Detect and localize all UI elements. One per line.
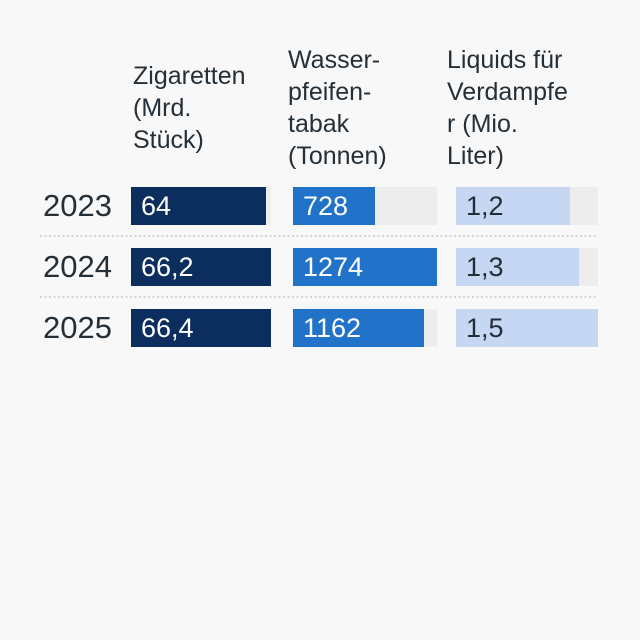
bar-value-label: 66,4 xyxy=(141,313,194,343)
column-header-liquids: Liquids für Verdampfe r (Mio. Liter) xyxy=(447,44,568,172)
bar-fill-zigaretten: 66,4 xyxy=(131,309,271,347)
year-label: 2025 xyxy=(43,310,112,345)
bar-value-label: 1162 xyxy=(303,313,362,343)
bar-fill-zigaretten: 66,2 xyxy=(131,248,271,286)
bar-value-label: 1274 xyxy=(303,252,364,282)
column-header-line: Liter) xyxy=(447,142,504,170)
bar-track-zigaretten: 66,2 xyxy=(131,248,271,286)
bar-track-wasserpfeifentabak: 728 xyxy=(293,187,437,225)
column-header-line: Zigaretten xyxy=(133,62,246,90)
column-header-line: tabak xyxy=(288,110,350,138)
row-separator xyxy=(40,235,598,237)
bar-track-liquids: 1,5 xyxy=(456,309,598,347)
bar-value-label: 64 xyxy=(141,191,172,221)
column-header-line: (Tonnen) xyxy=(288,142,387,170)
row-separator xyxy=(40,296,598,298)
column-header-line: (Mrd. xyxy=(133,94,192,122)
bar-fill-wasserpfeifentabak: 1162 xyxy=(293,309,425,347)
bar-value-label: 66,2 xyxy=(141,252,194,282)
bar-track-wasserpfeifentabak: 1274 xyxy=(293,248,437,286)
bar-fill-wasserpfeifentabak: 1274 xyxy=(293,248,437,286)
table-row-2025: 2025 66,4 1162 1,5 xyxy=(0,309,640,347)
column-header-wasserpfeifentabak: Wasser- pfeifen- tabak (Tonnen) xyxy=(288,44,387,172)
table-row-2024: 2024 66,2 1274 1,3 xyxy=(0,248,640,286)
column-header-line: Verdampfe xyxy=(447,78,568,106)
bar-track-zigaretten: 66,4 xyxy=(131,309,271,347)
bar-value-label: 1,2 xyxy=(466,191,504,221)
bar-value-label: 728 xyxy=(303,191,349,221)
column-header-zigaretten: Zigaretten (Mrd. Stück) xyxy=(133,60,246,156)
column-header-line: pfeifen- xyxy=(288,78,372,106)
bar-fill-liquids: 1,2 xyxy=(456,187,570,225)
bar-track-liquids: 1,2 xyxy=(456,187,598,225)
bar-value-label: 1,3 xyxy=(466,252,504,282)
year-label: 2023 xyxy=(43,188,112,223)
bar-track-liquids: 1,3 xyxy=(456,248,598,286)
column-header-line: Stück) xyxy=(133,126,204,154)
bar-fill-liquids: 1,3 xyxy=(456,248,580,286)
bar-value-label: 1,5 xyxy=(466,313,504,343)
column-header-line: Wasser- xyxy=(288,46,381,74)
bar-track-wasserpfeifentabak: 1162 xyxy=(293,309,437,347)
table-row-2023: 2023 64 728 1,2 xyxy=(0,187,640,225)
bar-fill-wasserpfeifentabak: 728 xyxy=(293,187,376,225)
year-label: 2024 xyxy=(43,249,112,284)
column-header-line: r (Mio. xyxy=(447,110,518,138)
column-header-line: Liquids für xyxy=(447,46,563,74)
bar-track-zigaretten: 64 xyxy=(131,187,271,225)
bar-fill-zigaretten: 64 xyxy=(131,187,266,225)
bar-fill-liquids: 1,5 xyxy=(456,309,598,347)
